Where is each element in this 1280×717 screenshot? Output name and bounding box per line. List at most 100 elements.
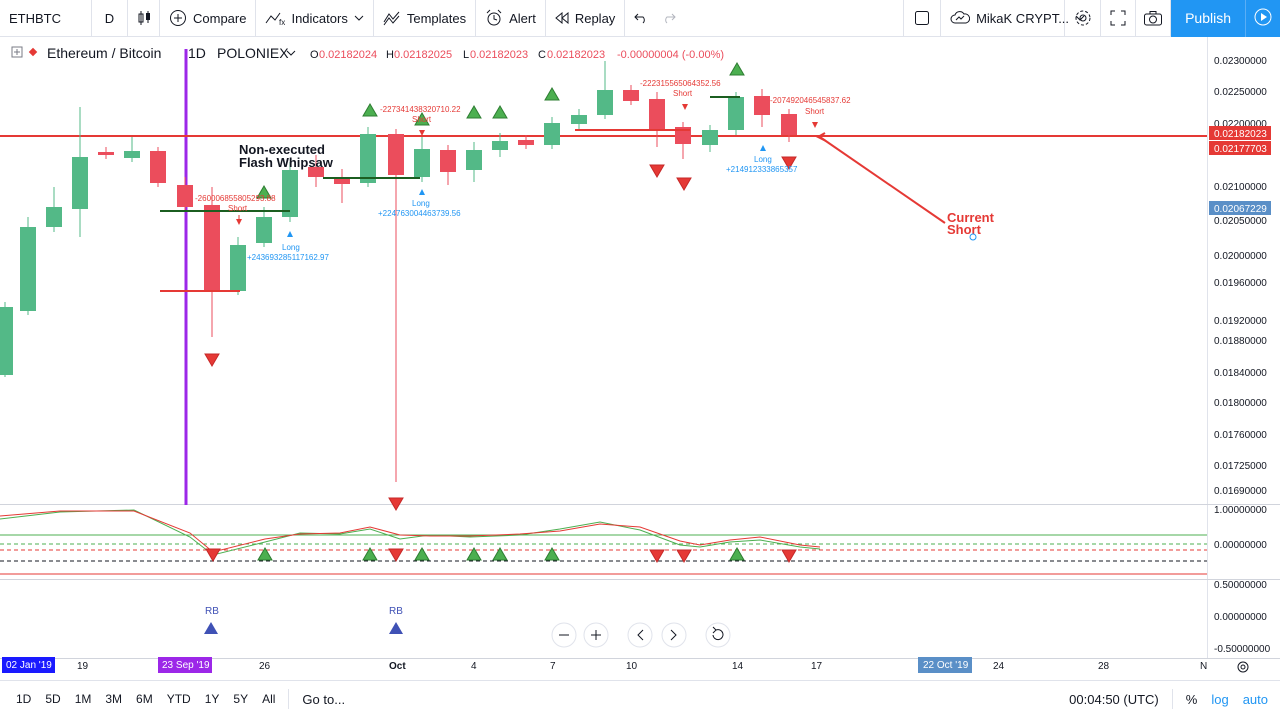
legend-pair[interactable]: Ethereum / Bitcoin xyxy=(47,45,161,61)
range-button[interactable]: YTD xyxy=(166,692,191,706)
replay-label: Replay xyxy=(574,10,616,26)
chart-area[interactable]: 0.02300000 0.02250000 0.02200000 0.02100… xyxy=(0,37,1280,680)
arrowhead-icon xyxy=(815,132,827,142)
candle-body xyxy=(649,99,665,131)
user-lines[interactable] xyxy=(160,96,946,292)
snapshot-button[interactable] xyxy=(1136,0,1172,37)
chevron-down-icon[interactable] xyxy=(286,50,296,56)
indicators-button[interactable]: fx Indicators xyxy=(256,0,374,37)
symbol-label: ETHBTC xyxy=(9,10,61,26)
alert-button[interactable]: Alert xyxy=(476,0,546,37)
replay-button[interactable]: Replay xyxy=(546,0,626,37)
scroll-right-button[interactable] xyxy=(661,622,687,648)
interval-button[interactable]: D xyxy=(92,0,128,37)
price-tick: 0.01725000 xyxy=(1214,461,1267,472)
anchor-handle-icon[interactable] xyxy=(969,233,977,241)
chart-style-button[interactable] xyxy=(128,0,160,37)
short-label: Short xyxy=(228,204,248,213)
osc-buy-marker xyxy=(466,547,482,561)
legend-open: 0.02182024 xyxy=(319,49,377,61)
fullscreen-toggle[interactable] xyxy=(903,0,942,37)
log-toggle[interactable]: log xyxy=(1211,691,1229,707)
range-button[interactable]: 6M xyxy=(136,692,153,706)
time-tick: 17 xyxy=(811,661,823,672)
candle-body xyxy=(360,134,376,183)
utc-clock[interactable]: 00:04:50 (UTC) xyxy=(1069,691,1159,707)
price-tick: 0.02000000 xyxy=(1214,251,1267,262)
templates-button[interactable]: Templates xyxy=(374,0,477,37)
time-tick: 10 xyxy=(626,661,638,672)
time-tick: 28 xyxy=(1098,661,1110,672)
range-button[interactable]: 5D xyxy=(45,692,61,706)
legend-expand-icon[interactable] xyxy=(11,46,23,58)
divider xyxy=(288,689,290,709)
flash-whipsaw-title[interactable]: Non-executed xyxy=(239,142,325,157)
line-price-label: 0.02177703 xyxy=(1214,144,1267,155)
long-arrow-icon xyxy=(760,145,766,151)
legend-interval: 1D xyxy=(188,45,206,61)
redo-icon[interactable] xyxy=(662,12,677,24)
scroll-left-button[interactable] xyxy=(627,622,653,648)
price-axis[interactable]: 0.02300000 0.02250000 0.02200000 0.02100… xyxy=(1214,56,1267,497)
legend-close-key: C xyxy=(538,49,546,61)
candle-body xyxy=(675,127,691,144)
undo-icon[interactable] xyxy=(634,12,648,24)
range-button[interactable]: 1Y xyxy=(204,692,220,706)
chart-svg[interactable]: 0.02300000 0.02250000 0.02200000 0.02100… xyxy=(0,37,1280,680)
current-short-arrow[interactable] xyxy=(819,136,946,224)
range-button[interactable]: 5Y xyxy=(233,692,249,706)
expand-icon xyxy=(1110,10,1126,26)
layout-button[interactable]: MikaK CRYPT... xyxy=(941,0,1085,37)
current-short-title[interactable]: Current xyxy=(947,210,995,225)
symbol-search[interactable]: ETHBTC xyxy=(0,0,92,37)
axis-settings-button[interactable] xyxy=(1237,661,1249,673)
osc-buy-marker xyxy=(414,547,430,561)
candle-body xyxy=(492,141,508,150)
price-tick: 0.02300000 xyxy=(1214,56,1267,67)
publish-button[interactable]: Publish xyxy=(1171,0,1245,37)
candle-body xyxy=(256,217,272,243)
candles-icon xyxy=(136,10,152,26)
candle-body xyxy=(230,245,246,291)
play-button[interactable] xyxy=(1245,0,1280,37)
range-button[interactable]: All xyxy=(262,692,276,706)
compare-button[interactable]: Compare xyxy=(160,0,257,37)
chart-legend: Ethereum / Bitcoin 1D POLONIEX O 0.02182… xyxy=(11,45,724,61)
goto-button[interactable]: Go to... xyxy=(302,691,346,707)
nav-controls xyxy=(551,622,731,648)
candle-body xyxy=(623,90,639,101)
flash-whipsaw-subtitle[interactable]: Flash Whipsaw xyxy=(239,155,334,170)
rb-marker xyxy=(389,622,403,634)
long-value-label: +214912333865357 xyxy=(726,165,798,174)
time-tick: 19 xyxy=(77,661,89,672)
range-button[interactable]: 3M xyxy=(105,692,123,706)
long-label: Long xyxy=(754,155,772,164)
candle-body xyxy=(20,227,36,311)
indicators-icon: fx xyxy=(265,11,285,25)
legend-high: 0.02182025 xyxy=(394,49,452,61)
auto-toggle[interactable]: auto xyxy=(1242,691,1268,707)
plus-circle-icon xyxy=(169,9,187,27)
reset-icon-head xyxy=(712,626,717,634)
osc-sell-marker xyxy=(205,548,221,562)
percent-toggle[interactable]: % xyxy=(1185,691,1198,707)
settings-button[interactable] xyxy=(1065,0,1102,37)
legend-open-key: O xyxy=(310,49,319,61)
candle-body xyxy=(728,97,744,130)
candle-body xyxy=(781,114,797,135)
osc-tick: 0.00000000 xyxy=(1214,612,1267,623)
short-arrow-icon xyxy=(419,130,425,136)
current-short-subtitle[interactable]: Short xyxy=(947,222,982,237)
time-axis[interactable]: 02 Jan '19 19 23 Sep '19 26 Oct 4 7 10 1… xyxy=(2,657,1207,673)
time-vline-label-bg xyxy=(158,657,212,673)
square-icon xyxy=(914,10,930,26)
candle-body xyxy=(98,152,114,155)
fullscreen-button[interactable] xyxy=(1101,0,1137,37)
range-button[interactable]: 1D xyxy=(16,692,32,706)
reset-button[interactable] xyxy=(705,622,731,648)
short-arrow-icon xyxy=(236,219,242,225)
time-tick: N xyxy=(1200,661,1207,672)
play-icon xyxy=(1254,8,1272,29)
range-buttons: 1D 5D 1M 3M 6M YTD 1Y 5Y All xyxy=(0,692,282,706)
range-button[interactable]: 1M xyxy=(74,692,92,706)
